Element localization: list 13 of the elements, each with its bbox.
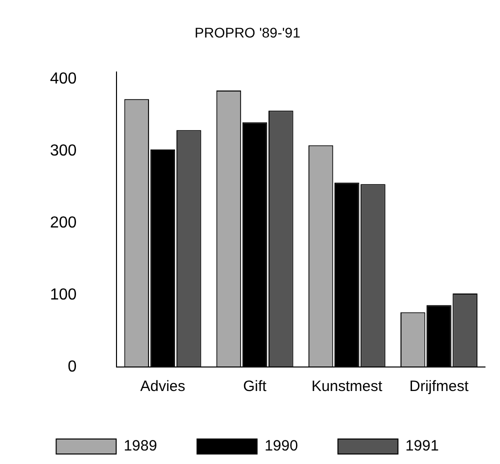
y-tick-label: 100 bbox=[50, 286, 77, 304]
y-tick-label: 400 bbox=[50, 70, 77, 88]
x-tick-label: Advies bbox=[140, 378, 186, 396]
y-tick-label: 300 bbox=[50, 142, 77, 160]
x-tick-label: Drijfmest bbox=[409, 378, 470, 396]
y-tick-label: 0 bbox=[68, 358, 77, 376]
x-tick-label: Kunstmest bbox=[311, 378, 384, 396]
legend-label: 1989 bbox=[124, 438, 158, 455]
x-tick-label: Gift bbox=[243, 378, 268, 396]
legend-label: 1991 bbox=[405, 438, 439, 455]
chart-title: PROPRO '89-'91 bbox=[194, 24, 301, 40]
y-tick-label: 200 bbox=[50, 214, 77, 232]
legend-label: 1990 bbox=[264, 438, 298, 455]
